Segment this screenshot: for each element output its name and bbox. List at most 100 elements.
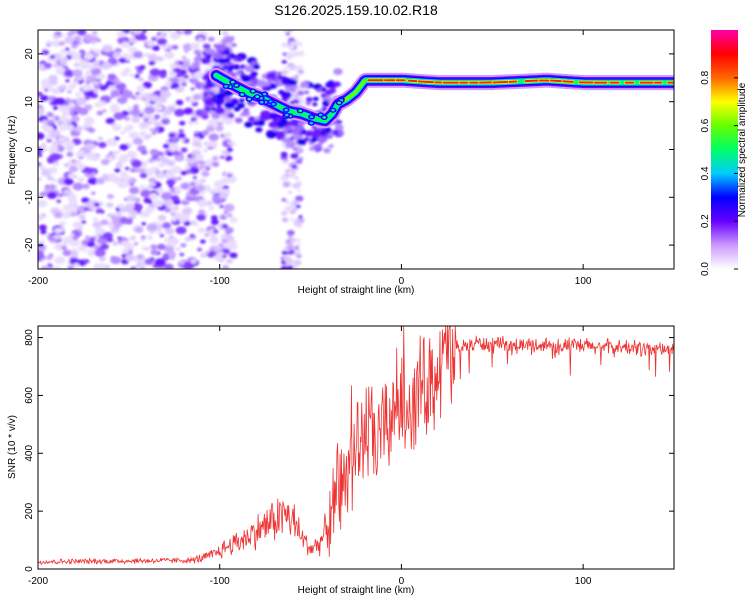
spectrum-cell (106, 213, 113, 218)
y-tick-label: -10 (24, 190, 35, 205)
spectrum-peak (271, 102, 276, 106)
spectrum-cell (224, 234, 234, 242)
spectrum-cell (71, 251, 79, 257)
spectrum-cell (44, 78, 49, 82)
spectrum-cell (192, 93, 202, 101)
spectrum-cell (116, 150, 121, 154)
spectrum-cell (119, 143, 129, 151)
spectrum-cell (281, 137, 290, 143)
x-tick-label: 0 (399, 576, 405, 587)
spectrum-cell (163, 263, 174, 269)
spectrum-cell (160, 90, 172, 99)
spectrum-cell (92, 30, 98, 35)
spectrum-cell (39, 191, 47, 197)
spectrum-peak (234, 84, 239, 87)
spectrum-cell (56, 199, 62, 204)
spectrum-cell (221, 265, 230, 269)
colorbar-tick-label: 0.2 (700, 214, 711, 228)
spectrum-cell (110, 256, 122, 265)
spectrum-cell (142, 112, 152, 119)
spectrum-cell (62, 213, 71, 219)
spectrogram-ridge-layer (208, 67, 674, 129)
spectrum-cell (38, 177, 42, 181)
spectrum-cell (117, 203, 125, 209)
spectrum-cell (176, 176, 183, 181)
spectrum-cell (180, 243, 187, 248)
spectrum-cell (52, 34, 60, 40)
spectrum-cell (65, 97, 71, 101)
spectrum-cell (188, 121, 193, 125)
spectrum-cell (114, 136, 120, 141)
spectrum-cell (162, 143, 170, 149)
spectrum-cell (111, 124, 122, 132)
spectrum-cell (296, 248, 302, 252)
spectrum-cell (67, 90, 72, 94)
spectrum-cell (46, 175, 54, 181)
spectrum-cell (143, 117, 150, 122)
y-tick-label: 10 (24, 96, 35, 108)
spectrum-cell (207, 36, 215, 42)
spectrum-cell (295, 74, 299, 78)
spectrum-cell (208, 236, 220, 244)
spectrum-cell (284, 206, 293, 213)
spectrum-cell (174, 108, 185, 117)
spectrum-cell (189, 42, 200, 50)
spectrum-cell (204, 233, 210, 237)
spectrum-cell (97, 237, 108, 245)
spectrum-cell (202, 43, 211, 50)
x-tick-label: -100 (210, 276, 230, 287)
spectrum-cell (285, 86, 291, 91)
spectrum-cell (294, 195, 304, 202)
spectrum-cell (49, 54, 56, 59)
spectrum-cell (320, 93, 327, 98)
spectrum-cell (69, 102, 74, 106)
spectrum-cell (288, 44, 296, 50)
spectrum-cell (149, 127, 154, 132)
spectrum-cell (280, 151, 288, 157)
spectrum-cell (286, 244, 295, 251)
spectrum-cell (198, 37, 204, 42)
spectrum-cell (73, 263, 80, 268)
spectrum-cell (77, 177, 85, 183)
spectrum-cell (171, 166, 182, 174)
spectrum-cell (86, 75, 97, 84)
spectrum-cell (121, 248, 130, 254)
spectrum-cell (78, 244, 87, 252)
spectrum-cell (157, 243, 166, 250)
spectrum-peak (247, 97, 251, 101)
spectrum-cell (40, 229, 47, 235)
spectrum-cell (150, 249, 159, 256)
spectrum-cell (229, 252, 238, 259)
spectrum-cell (270, 83, 278, 89)
spectrum-cell (83, 259, 90, 264)
spectrum-cell (172, 150, 180, 156)
spectrum-cell (148, 94, 159, 102)
snr-series-line (38, 326, 674, 566)
spectrum-peak (240, 93, 244, 96)
spectrum-cell (121, 90, 133, 99)
spectrum-cell (38, 214, 45, 221)
spectrum-cell (285, 140, 296, 149)
spectrum-peak (251, 89, 255, 93)
x-tick-label: -200 (28, 576, 48, 587)
spectrum-cell (198, 209, 206, 215)
spectrum-peak (262, 92, 267, 96)
spectrum-cell (183, 220, 191, 226)
spectrum-cell (72, 221, 83, 229)
spectrum-cell (291, 127, 302, 135)
spectrum-cell (138, 212, 144, 217)
spectrum-cell (185, 169, 193, 175)
spectrum-cell (175, 247, 181, 251)
spectrum-cell (250, 71, 258, 77)
spectrum-cell (210, 219, 220, 226)
spectrum-cell (161, 157, 170, 164)
spectrum-cell (64, 140, 75, 149)
spectrum-cell (227, 113, 235, 118)
spectrum-cell (80, 150, 86, 154)
spectrum-cell (62, 236, 74, 245)
spectrum-cell (131, 159, 143, 168)
spectrum-cell (68, 198, 78, 205)
spectrum-cell (280, 69, 288, 75)
spectrum-cell (154, 159, 159, 163)
